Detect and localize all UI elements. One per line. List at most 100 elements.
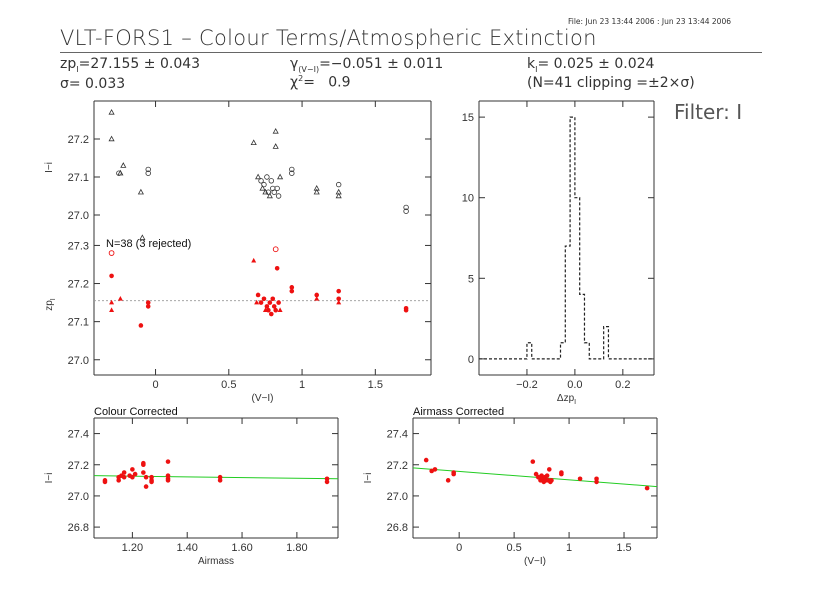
airmass-corrected-point (594, 479, 599, 485)
chi2-label: χ (290, 74, 299, 91)
colour-raw-ylabel: I−i (44, 162, 55, 173)
colour-zp-point (336, 288, 341, 294)
chi2-value: = 0.9 (303, 74, 351, 91)
colour-zp-point (314, 292, 320, 298)
colour-corrected-ytick-label: 27.2 (68, 460, 89, 472)
gamma-value: =−0.051 ± 0.011 (319, 56, 444, 72)
chi2-stat: χ2= 0.9 (290, 74, 351, 91)
airmass-corrected-point (577, 476, 583, 482)
colour-raw-point (403, 208, 409, 214)
colour-raw-point (145, 170, 151, 176)
k-stat: kI= 0.025 ± 0.024 (527, 56, 654, 74)
colour-raw-point (264, 174, 270, 180)
colour-corrected-point (143, 474, 149, 480)
colour-zp-point (264, 304, 270, 309)
histogram-ytick-label: 10 (462, 193, 474, 205)
colour-raw-point (277, 173, 284, 180)
colour-zp-point (270, 296, 276, 302)
colour-zp-point (255, 292, 261, 298)
colour-corrected-point (130, 474, 135, 480)
colour-zp-xlabel: (V−I) (252, 393, 274, 404)
k-value: = 0.025 ± 0.024 (537, 56, 655, 72)
colour-raw-ytick-label: 27.1 (68, 172, 89, 184)
colour-corrected-point (324, 479, 330, 485)
airmass-corrected-title: Airmass Corrected (413, 406, 504, 418)
colour-corrected-ylabel: I−i (44, 473, 55, 484)
colour-corrected-point (130, 467, 135, 472)
colour-zp-point (289, 288, 295, 294)
colour-zp-point (109, 299, 115, 305)
airmass-corrected-xtick-label: 1.5 (616, 542, 631, 554)
colour-raw-point (289, 166, 295, 173)
gamma-stat: γ(V−I)=−0.051 ± 0.011 (290, 56, 443, 74)
colour-zp-point (277, 307, 283, 313)
colour-zp-point (145, 304, 151, 309)
colour-zp-point (273, 307, 278, 313)
airmass-corrected-point (549, 478, 554, 483)
zp-value: =27.155 ± 0.043 (78, 56, 201, 72)
colour-zp-point (251, 257, 257, 263)
airmass-corrected-point (544, 473, 550, 478)
colour-corrected-xtick-label: 1.20 (122, 542, 143, 554)
colour-zp-point (262, 307, 268, 313)
sigma-stat: σ= 0.033 (60, 76, 126, 92)
colour-raw-point (266, 192, 273, 199)
colour-corrected-point (217, 478, 223, 483)
zp-sub: I (76, 64, 79, 74)
colour-zp-point (272, 246, 279, 253)
airmass-corrected-point (644, 485, 650, 491)
title-rule (60, 52, 762, 53)
colour-corrected-point (121, 470, 127, 475)
colour-corrected-xtick-label: 1.80 (286, 542, 307, 554)
colour-zp-point (109, 307, 115, 313)
airmass-corrected-point (546, 467, 552, 472)
colour-raw-point (265, 189, 272, 195)
histogram-xlabel: ΔzpI (557, 393, 576, 406)
airmass-corrected-ytick-label: 27.2 (387, 460, 408, 472)
colour-corrected-ytick-label: 27.0 (68, 491, 89, 503)
airmass-corrected-panel: 26.8 27.0 27.2 27.4 0 0.5 1 1.5 Airmass Correcte… (363, 406, 658, 567)
gamma-label: γ (290, 56, 299, 72)
colour-raw-point (139, 234, 146, 241)
colour-zp-point (109, 273, 114, 279)
colour-zp-point (108, 250, 115, 256)
colour-raw-point (258, 178, 264, 184)
colour-corrected-point (165, 478, 171, 483)
colour-zp-point (258, 300, 264, 305)
airmass-corrected-xlabel: (V−I) (524, 556, 546, 567)
colour-zp-point (261, 296, 267, 302)
airmass-corrected-point (530, 459, 536, 464)
file-stamp: File: Jun 23 13:44 2006 : Jun 23 13:44 2… (568, 17, 731, 26)
filter-label: Filter: I (674, 100, 743, 124)
colour-corrected-point (165, 459, 171, 464)
colour-corrected-ytick-label: 27.4 (68, 429, 89, 441)
airmass-corrected-ylabel: I−i (363, 473, 374, 484)
colour-zp-point (336, 299, 342, 305)
colour-zp-ytick-label: 27.3 (68, 240, 89, 252)
k-label: k (527, 56, 536, 72)
colour-corrected-point (149, 479, 154, 485)
colour-corrected-title: Colour Corrected (94, 406, 178, 418)
colour-zp-xtick-label: 0.5 (221, 379, 236, 391)
colour-zp-point (403, 306, 409, 311)
colour-corrected-point (141, 460, 146, 466)
colour-raw-point (261, 181, 267, 188)
histogram-xlabel-sub: I (574, 399, 576, 406)
colour-raw-point (250, 139, 257, 146)
colour-zp-point (254, 299, 260, 305)
colour-zp-ylabel-sub: I (50, 298, 57, 300)
colour-zp-ytick-label: 27.1 (68, 317, 89, 329)
colour-raw-point (262, 188, 269, 195)
colour-corrected-point (121, 474, 127, 480)
histogram-step (479, 116, 654, 360)
colour-zp-ylabel: zpI (44, 298, 57, 311)
airmass-corrected-ytick-label: 27.0 (387, 491, 408, 503)
colour-zp-panel: 27.0 27.1 27.2 27.3 0 0.5 1 1.5 N=38 (3 rejected… (44, 234, 432, 404)
colour-corrected-point (132, 471, 138, 477)
airmass-corrected-point (559, 471, 564, 477)
colour-raw-point (108, 108, 115, 115)
airmass-corrected-ytick-label: 26.8 (387, 522, 408, 534)
colour-raw-point (255, 173, 262, 180)
histogram-xtick-label: 0.0 (567, 379, 582, 391)
k-sub: I (535, 64, 538, 74)
